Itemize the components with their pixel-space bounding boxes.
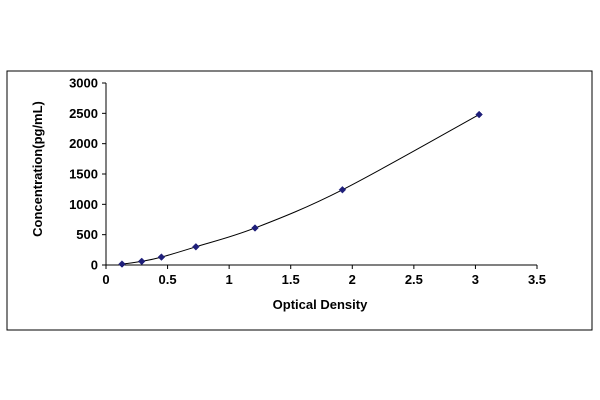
y-tick-label: 2000	[69, 136, 98, 151]
data-point-marker	[157, 253, 166, 261]
y-tick-label: 2500	[69, 106, 98, 121]
x-tick-label: 3.5	[528, 272, 546, 287]
data-point-marker	[137, 257, 146, 266]
data-point-marker	[192, 243, 200, 251]
x-tick-label: 3	[472, 272, 479, 287]
data-point-marker	[118, 260, 126, 268]
chart-area-frame	[6, 70, 593, 331]
x-tick-label: 2	[349, 272, 356, 287]
y-ticks: 0 500 1000 1500 2000 2500 3000	[69, 76, 106, 273]
data-point-marker	[475, 110, 483, 119]
x-ticks: 0 0.5 1 1.5 2 2.5 3 3.5	[102, 265, 546, 287]
y-tick-label: 3000	[69, 76, 98, 91]
x-tick-label: 0	[102, 272, 109, 287]
y-tick-label: 0	[91, 258, 98, 273]
y-axis-title: Concentration(pg/mL)	[30, 101, 45, 237]
y-tick-label: 500	[76, 227, 98, 242]
x-tick-label: 2.5	[405, 272, 423, 287]
y-tick-label: 1000	[69, 197, 98, 212]
x-tick-label: 0.5	[159, 272, 177, 287]
x-tick-label: 1.5	[282, 272, 300, 287]
x-tick-label: 1	[226, 272, 233, 287]
data-points	[118, 110, 483, 268]
data-point-marker	[251, 224, 259, 232]
x-axis-title: Optical Density	[273, 297, 368, 312]
y-tick-label: 1500	[69, 167, 98, 182]
data-point-marker	[338, 186, 347, 194]
